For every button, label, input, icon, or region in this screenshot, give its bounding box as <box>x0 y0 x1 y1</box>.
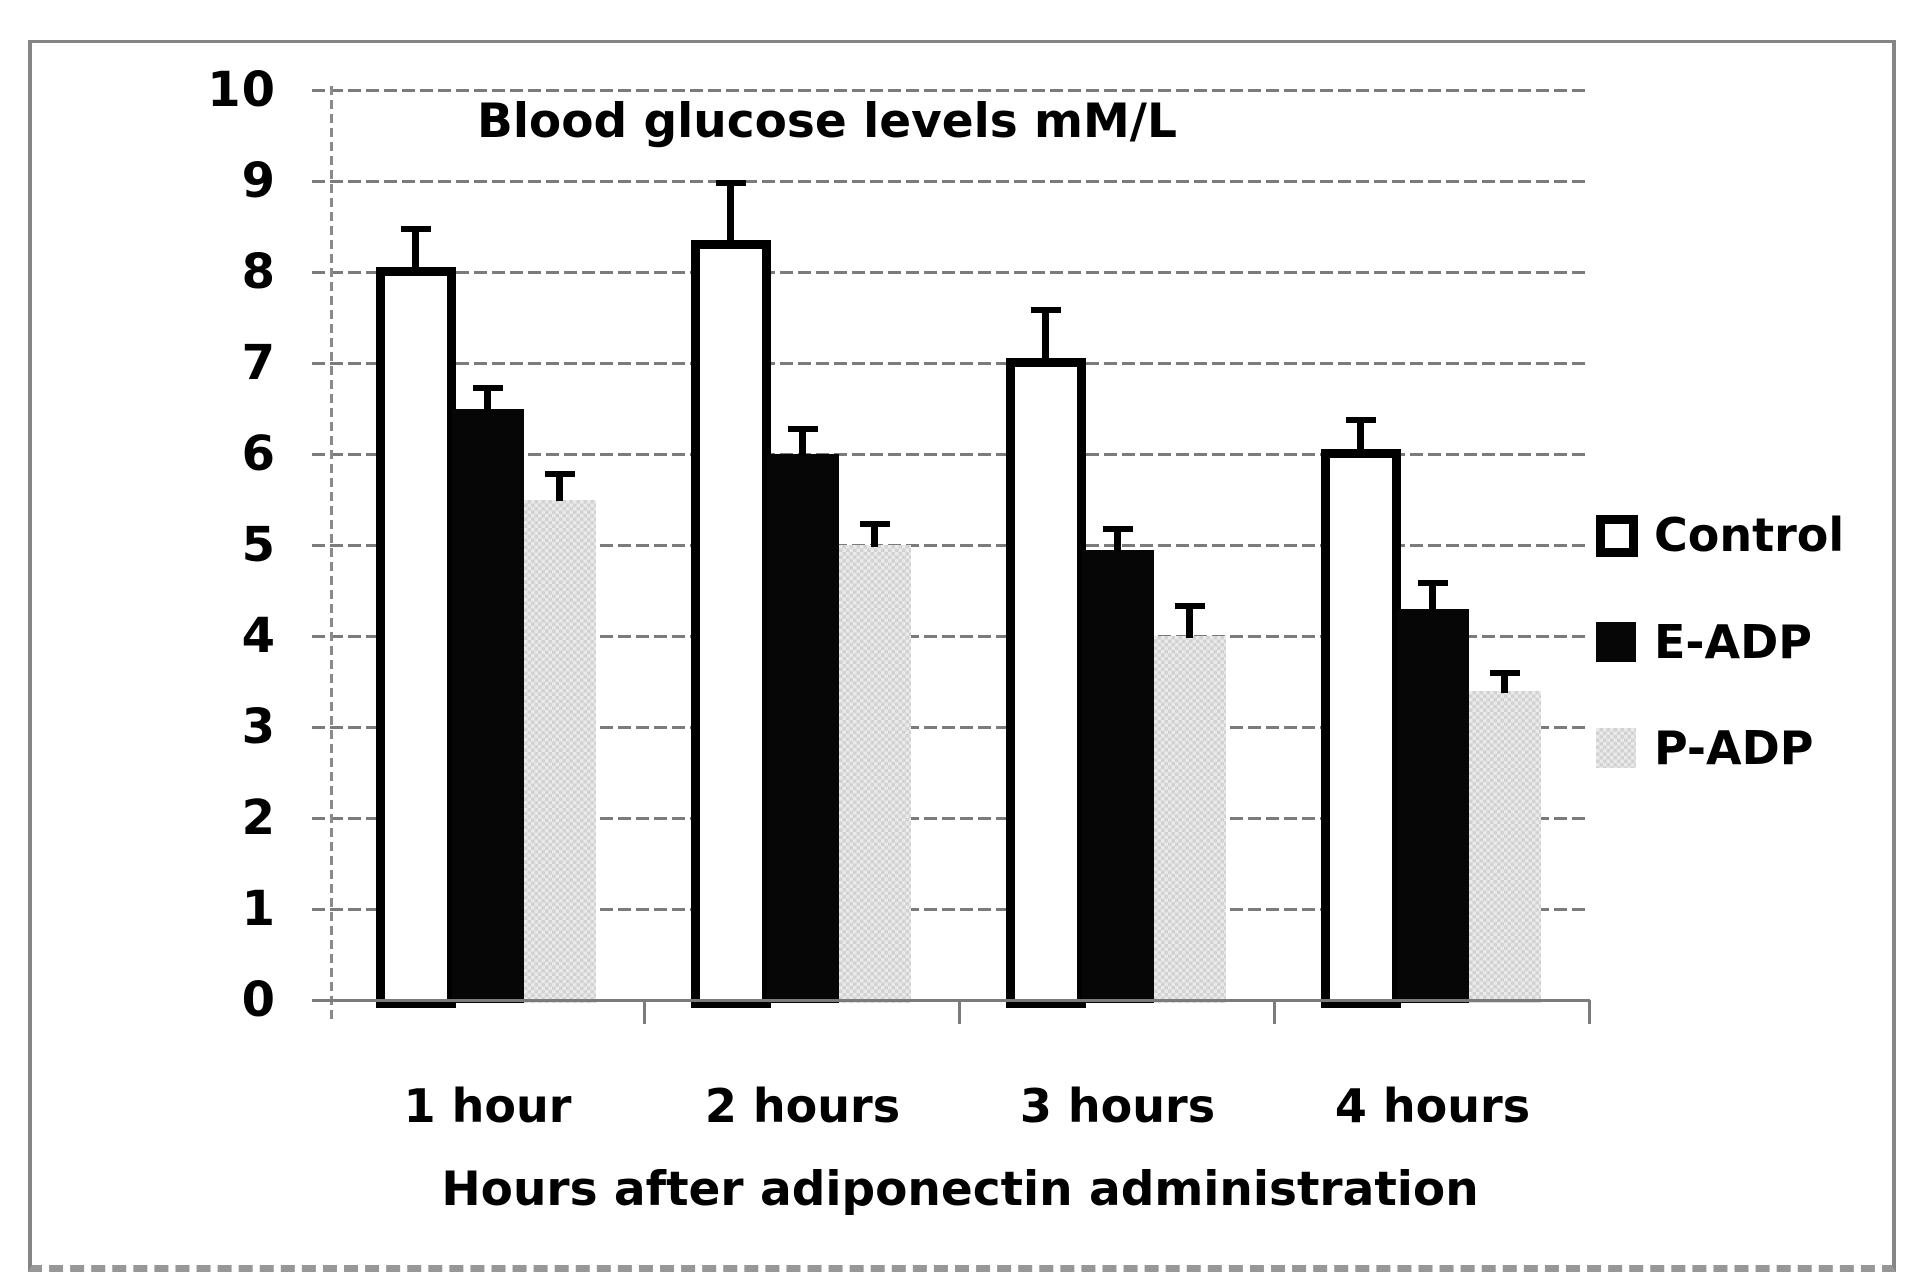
gridline-9 <box>312 180 1590 183</box>
error-bar-stem-control-2-hours <box>726 181 734 243</box>
bar-control-1-hour <box>375 267 456 1008</box>
error-bar-cap-p-adp-1-hour <box>544 471 575 478</box>
bar-control-4-hours <box>1320 449 1401 1008</box>
legend-label-control: Control <box>1654 508 1845 562</box>
bar-p-adp-2-hours <box>838 545 911 1003</box>
gridline-7 <box>312 362 1590 365</box>
y-tick-label-10: 10 <box>207 62 276 118</box>
x-axis-title: Hours after adiponectin administration <box>441 1162 1479 1217</box>
y-tick-label-4: 4 <box>241 608 276 664</box>
padp-swatch-icon <box>1596 728 1636 768</box>
y-tick-label-5: 5 <box>241 517 276 573</box>
bar-e-adp-1-hour <box>451 408 524 1003</box>
error-bar-stem-control-4-hours <box>1356 417 1364 452</box>
gridline-2 <box>312 817 1590 820</box>
figure-frame <box>28 40 1896 1272</box>
error-bar-cap-control-4-hours <box>1345 416 1376 423</box>
x-axis-line <box>312 999 1590 1002</box>
y-tick-label-8: 8 <box>241 244 276 300</box>
y-tick-label-6: 6 <box>241 426 276 482</box>
error-bar-cap-control-2-hours <box>715 180 746 186</box>
bar-p-adp-1-hour <box>523 499 596 1003</box>
error-bar-stem-e-adp-1-hour <box>483 385 491 411</box>
x-axis-tick-2 <box>958 1000 961 1024</box>
x-axis-tick-3 <box>1273 1000 1276 1024</box>
chart-title: Blood glucose levels mM/L <box>477 94 1177 149</box>
y-tick-label-7: 7 <box>241 335 276 391</box>
bar-e-adp-4-hours <box>1396 608 1469 1003</box>
gridline-5 <box>312 544 1590 547</box>
error-bar-cap-p-adp-2-hours <box>859 521 890 528</box>
bar-e-adp-3-hours <box>1081 549 1154 1003</box>
legend-label-padp: P-ADP <box>1654 721 1814 775</box>
y-tick-label-0: 0 <box>241 972 276 1028</box>
y-tick-label-3: 3 <box>241 699 276 755</box>
x-category-label-4: 4 hours <box>1334 1079 1531 1133</box>
x-axis-tick-4 <box>1588 1000 1591 1024</box>
x-category-label-3: 3 hours <box>1019 1079 1216 1133</box>
bar-e-adp-2-hours <box>766 454 839 1003</box>
gridline-3 <box>312 726 1590 729</box>
gridline-1 <box>312 908 1590 911</box>
y-tick-label-2: 2 <box>241 790 276 846</box>
legend-label-eadp: E-ADP <box>1654 615 1813 669</box>
error-bar-cap-control-3-hours <box>1030 307 1061 314</box>
error-bar-cap-e-adp-1-hour <box>472 384 503 391</box>
error-bar-cap-p-adp-4-hours <box>1489 669 1520 676</box>
bar-p-adp-4-hours <box>1468 690 1541 1003</box>
bar-control-2-hours <box>690 240 771 1008</box>
error-bar-stem-e-adp-4-hours <box>1428 581 1436 611</box>
error-bar-stem-e-adp-2-hours <box>798 426 806 456</box>
gridline-10 <box>312 89 1590 92</box>
error-bar-cap-p-adp-3-hours <box>1174 603 1205 610</box>
gridline-8 <box>312 271 1590 274</box>
x-category-label-1: 1 hour <box>403 1079 572 1133</box>
error-bar-stem-p-adp-3-hours <box>1185 604 1193 638</box>
error-bar-cap-e-adp-4-hours <box>1417 580 1448 587</box>
error-bar-stem-p-adp-2-hours <box>870 522 878 547</box>
y-tick-label-1: 1 <box>241 881 276 937</box>
y-tick-label-9: 9 <box>241 153 276 209</box>
error-bar-cap-e-adp-2-hours <box>787 425 818 432</box>
error-bar-stem-p-adp-1-hour <box>555 472 563 502</box>
y-axis-line <box>330 86 333 1024</box>
error-bar-cap-e-adp-3-hours <box>1102 525 1133 532</box>
bar-control-3-hours <box>1005 358 1086 1008</box>
x-category-label-2: 2 hours <box>704 1079 901 1133</box>
error-bar-stem-control-1-hour <box>411 226 419 270</box>
control-swatch-icon <box>1596 515 1638 557</box>
bar-p-adp-3-hours <box>1153 636 1226 1003</box>
error-bar-stem-control-3-hours <box>1041 308 1049 361</box>
error-bar-stem-p-adp-4-hours <box>1500 670 1508 693</box>
gridline-6 <box>312 453 1590 456</box>
eadp-swatch-icon <box>1596 622 1636 662</box>
x-axis-tick-1 <box>643 1000 646 1024</box>
error-bar-cap-control-1-hour <box>400 225 431 232</box>
gridline-4 <box>312 635 1590 638</box>
error-bar-stem-e-adp-3-hours <box>1113 526 1121 552</box>
